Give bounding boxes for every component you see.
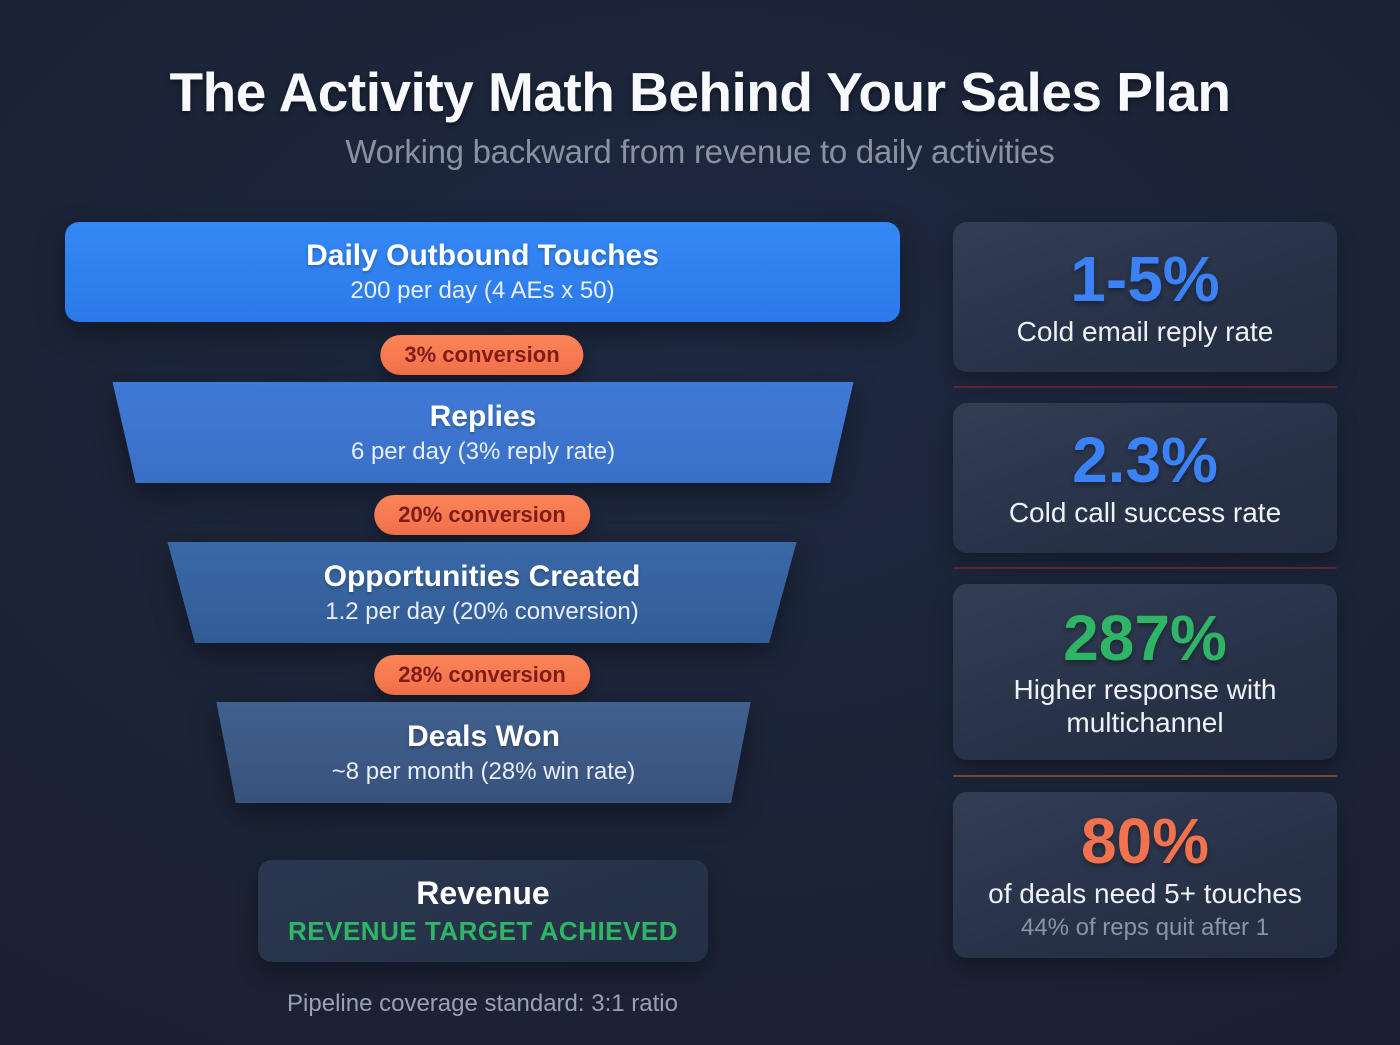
page-title: The Activity Math Behind Your Sales Plan	[169, 61, 1231, 123]
funnel-stage-title: Replies	[429, 399, 537, 433]
stat-label: Cold email reply rate	[1016, 315, 1274, 347]
revenue-title: Revenue	[416, 875, 550, 911]
conversion-badge: 3% conversion	[380, 335, 584, 375]
stat-label: Higher response with multichannel	[1013, 674, 1277, 738]
stat-value: 80%	[1080, 805, 1210, 878]
funnel-stage-detail: 6 per day (3% reply rate)	[350, 437, 616, 465]
funnel-stage-detail: 200 per day (4 AEs x 50)	[350, 277, 615, 304]
funnel-stage-title: Deals Won	[407, 719, 560, 753]
card-divider	[953, 567, 1337, 569]
conversion-badge: 28% conversion	[374, 655, 590, 695]
card-divider	[953, 386, 1337, 388]
stat-label: of deals need 5+ touches	[988, 877, 1302, 909]
stat-value: 1-5%	[1070, 243, 1220, 316]
stat-label: Cold call success rate	[1008, 496, 1282, 528]
stat-card-deals-need-touches: 80% of deals need 5+ touches 44% of reps…	[953, 792, 1337, 958]
funnel-stage-replies: Replies 6 per day (3% reply rate)	[108, 382, 858, 483]
funnel-stage-deals-won: Deals Won ~8 per month (28% win rate)	[212, 702, 755, 803]
pipeline-coverage-footnote: Pipeline coverage standard: 3:1 ratio	[287, 990, 678, 1017]
conversion-badge: 20% conversion	[374, 495, 590, 535]
stat-card-cold-email-reply-rate: 1-5% Cold email reply rate	[953, 222, 1337, 372]
funnel-stage-opportunities-created: Opportunities Created 1.2 per day (20% c…	[163, 542, 801, 643]
stat-card-multichannel-response: 287% Higher response with multichannel	[953, 584, 1337, 760]
funnel-stage-title: Opportunities Created	[323, 559, 641, 593]
revenue-result-card: Revenue REVENUE TARGET ACHIEVED	[258, 860, 708, 962]
revenue-status-badge: REVENUE TARGET ACHIEVED	[288, 916, 678, 946]
stat-sublabel: 44% of reps quit after 1	[1020, 913, 1270, 941]
funnel-stage-detail: 1.2 per day (20% conversion)	[325, 597, 639, 625]
stat-value: 2.3%	[1072, 424, 1218, 497]
funnel-stage-title: Daily Outbound Touches	[306, 239, 659, 272]
funnel-stage-detail: ~8 per month (28% win rate)	[331, 757, 636, 785]
card-divider	[953, 775, 1337, 777]
page-subtitle: Working backward from revenue to daily a…	[345, 133, 1055, 170]
funnel-stage-daily-outbound-touches: Daily Outbound Touches 200 per day (4 AE…	[65, 222, 900, 322]
stat-value: 287%	[1063, 602, 1227, 675]
stat-card-cold-call-success-rate: 2.3% Cold call success rate	[953, 403, 1337, 553]
